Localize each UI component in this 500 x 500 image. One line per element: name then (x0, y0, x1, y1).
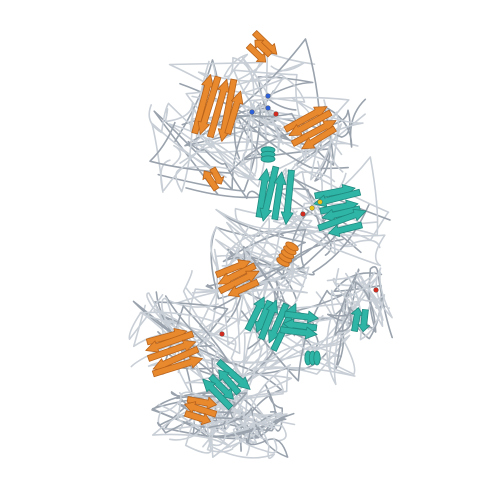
coil-segment (169, 394, 242, 453)
teal-strand (255, 168, 272, 218)
coil-segment (223, 53, 264, 97)
teal-strand (216, 358, 251, 390)
teal-strand (327, 221, 363, 238)
coil-segment (201, 364, 292, 428)
helix-turn (313, 350, 321, 366)
teal-strand (202, 378, 234, 411)
coil-segment (247, 96, 366, 177)
orange-strand (290, 120, 337, 147)
orange-strand (245, 43, 267, 63)
teal-strand (317, 208, 367, 232)
ligand-atom (219, 331, 225, 337)
teal-strand (350, 307, 364, 333)
ligand-atom (265, 93, 271, 99)
coil-segment (332, 271, 393, 321)
orange-strand (151, 355, 203, 378)
coil-segment (272, 116, 359, 163)
ligand-atom (373, 287, 379, 293)
teal-strand (244, 296, 266, 332)
ligand-atom (309, 205, 315, 211)
coil-segment (188, 244, 255, 337)
helix-turn (260, 155, 276, 163)
orange-strand (186, 396, 217, 410)
coil-segment (272, 190, 386, 267)
orange-strand (218, 270, 260, 295)
orange-strand (301, 125, 337, 150)
orange-strand (202, 170, 220, 192)
orange-strand (183, 410, 212, 426)
coil-segment (208, 413, 288, 447)
teal-strand (280, 169, 295, 225)
orange-strand (146, 339, 197, 362)
teal-strand (271, 171, 287, 221)
ligand-atom (273, 111, 279, 117)
coil-segment (222, 408, 287, 450)
coil-segment (326, 267, 383, 325)
coil-segment (241, 324, 356, 377)
ligand-atoms (219, 93, 379, 337)
orange-strand (217, 78, 238, 142)
orange-strand (197, 75, 222, 135)
coil-loops (128, 38, 393, 460)
coil-segment (206, 412, 257, 456)
chain-b-beta-sheets (202, 165, 371, 411)
coil-segment (208, 407, 289, 458)
coil-segment (241, 129, 331, 182)
ligand-atom (265, 105, 271, 111)
helices (260, 146, 321, 366)
chain-a-beta-sheets (145, 30, 337, 426)
coil-segment (185, 140, 262, 200)
orange-strand (217, 262, 257, 285)
coil-segment (164, 101, 250, 193)
orange-strand (145, 330, 195, 353)
orange-strand (288, 109, 333, 137)
teal-strand (313, 188, 362, 208)
ligand-atom (300, 211, 306, 217)
teal-strand (259, 165, 280, 222)
ligand-atom (317, 199, 323, 205)
helix-turn (285, 241, 299, 252)
orange-strand (224, 90, 244, 135)
coil-segment (248, 290, 356, 386)
coil-segment (185, 246, 255, 345)
orange-strand (283, 106, 328, 133)
coil-segment (212, 412, 276, 460)
coil-segment (334, 269, 377, 336)
orange-strand (191, 74, 214, 135)
teal-strand (283, 310, 319, 324)
coil-segment (208, 412, 295, 438)
teal-strand (279, 326, 318, 340)
teal-strand (208, 373, 234, 400)
coil-segment (238, 104, 258, 180)
teal-strand (257, 299, 279, 341)
orange-strand (227, 278, 260, 298)
orange-strand (254, 39, 273, 58)
orange-strand (184, 401, 218, 418)
ligand-atom (249, 109, 255, 115)
teal-strand (218, 369, 242, 396)
teal-strand (357, 308, 371, 333)
coil-segment (227, 207, 313, 298)
orange-strand (209, 166, 225, 185)
orange-strand (206, 78, 230, 139)
coil-segment (215, 208, 305, 288)
coil-segment (242, 99, 287, 171)
